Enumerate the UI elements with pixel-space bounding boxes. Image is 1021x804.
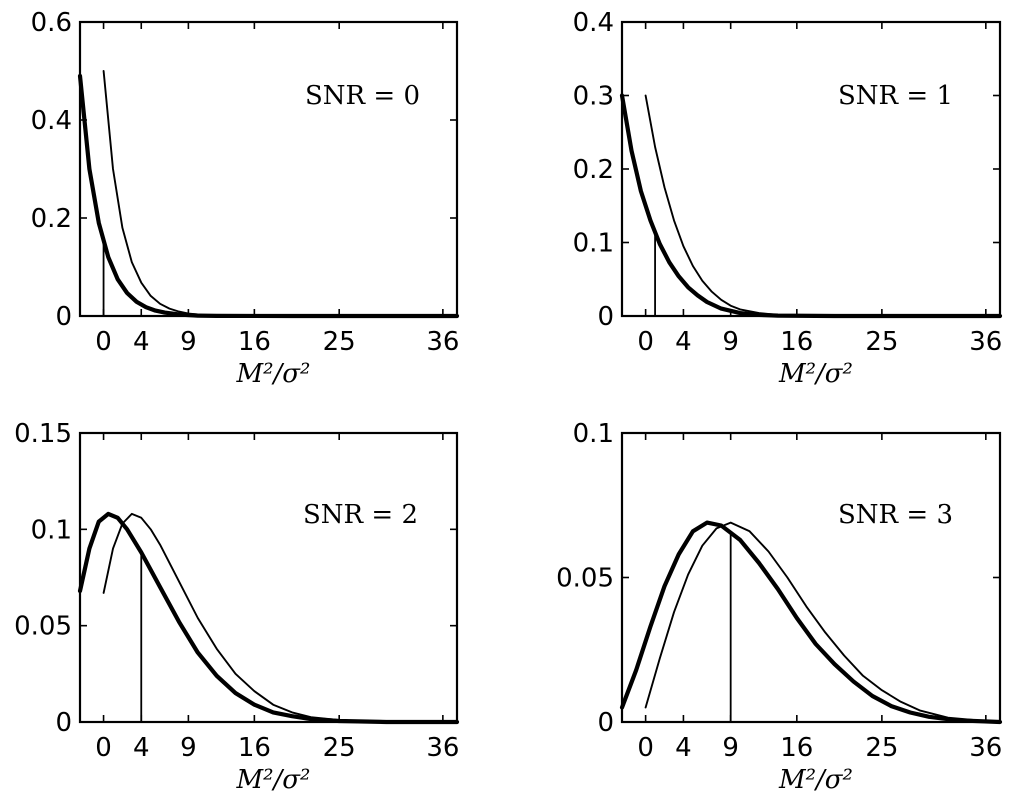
x-tick-label: 9 — [722, 733, 739, 763]
y-tick-label: 0.1 — [573, 229, 614, 259]
x-axis-label: M²/σ² — [778, 359, 853, 389]
x-tick-label: 36 — [969, 327, 1002, 357]
x-tick-label: 9 — [180, 327, 197, 357]
x-axis-label: M²/σ² — [778, 765, 853, 795]
snr-annotation: SNR = 1 — [838, 81, 953, 111]
series-thin-curve — [644, 94, 1001, 317]
x-tick-label: 4 — [675, 327, 692, 357]
x-tick-label: 25 — [865, 733, 898, 763]
y-tick-label: 0 — [597, 302, 614, 332]
x-tick-label: 0 — [637, 327, 654, 357]
series-thin-curve — [644, 521, 987, 723]
x-tick-label: 0 — [95, 327, 112, 357]
y-tick-label: 0.15 — [14, 419, 72, 449]
x-tick-label: 36 — [426, 327, 459, 357]
snr-annotation: SNR = 0 — [305, 81, 420, 111]
y-tick-label: 0.2 — [573, 155, 614, 185]
y-tick-label: 0.4 — [573, 8, 614, 38]
series-thin-curve — [102, 70, 458, 317]
x-tick-label: 9 — [180, 733, 197, 763]
x-tick-label: 25 — [323, 733, 356, 763]
x-tick-label: 16 — [238, 327, 271, 357]
series-thin-curve — [102, 512, 458, 723]
x-tick-label: 4 — [675, 733, 692, 763]
series-thick-curve — [619, 93, 1003, 319]
x-tick-label: 0 — [95, 733, 112, 763]
y-tick-label: 0 — [55, 302, 72, 332]
series-thick-curve — [77, 73, 460, 319]
y-tick-label: 0.2 — [31, 204, 72, 234]
x-tick-label: 4 — [133, 327, 150, 357]
axes-frame — [78, 431, 459, 724]
x-tick-label: 16 — [780, 733, 813, 763]
series-thick-curve — [619, 520, 1003, 725]
y-tick-label: 0.3 — [573, 82, 614, 112]
x-tick-label: 0 — [637, 733, 654, 763]
axes-frame — [620, 20, 1002, 318]
x-tick-label: 4 — [133, 733, 150, 763]
x-axis-label: M²/σ² — [236, 359, 311, 389]
y-tick-label: 0.05 — [14, 612, 72, 642]
y-tick-label: 0 — [55, 708, 72, 738]
y-tick-label: 0.4 — [31, 106, 72, 136]
x-tick-label: 16 — [238, 733, 271, 763]
x-tick-label: 25 — [865, 327, 898, 357]
x-tick-label: 36 — [426, 733, 459, 763]
axes-frame — [620, 431, 1002, 724]
y-tick-label: 0.05 — [556, 564, 614, 594]
snr-annotation: SNR = 3 — [838, 500, 953, 530]
x-axis-label: M²/σ² — [236, 765, 311, 795]
snr-annotation: SNR = 2 — [303, 500, 418, 530]
y-tick-label: 0.1 — [573, 419, 614, 449]
x-tick-label: 25 — [323, 327, 356, 357]
y-tick-label: 0 — [597, 708, 614, 738]
x-tick-label: 36 — [969, 733, 1002, 763]
series-thick-curve — [77, 511, 460, 725]
x-tick-label: 9 — [722, 327, 739, 357]
x-tick-label: 16 — [780, 327, 813, 357]
y-tick-label: 0.6 — [31, 8, 72, 38]
y-tick-label: 0.1 — [31, 515, 72, 545]
